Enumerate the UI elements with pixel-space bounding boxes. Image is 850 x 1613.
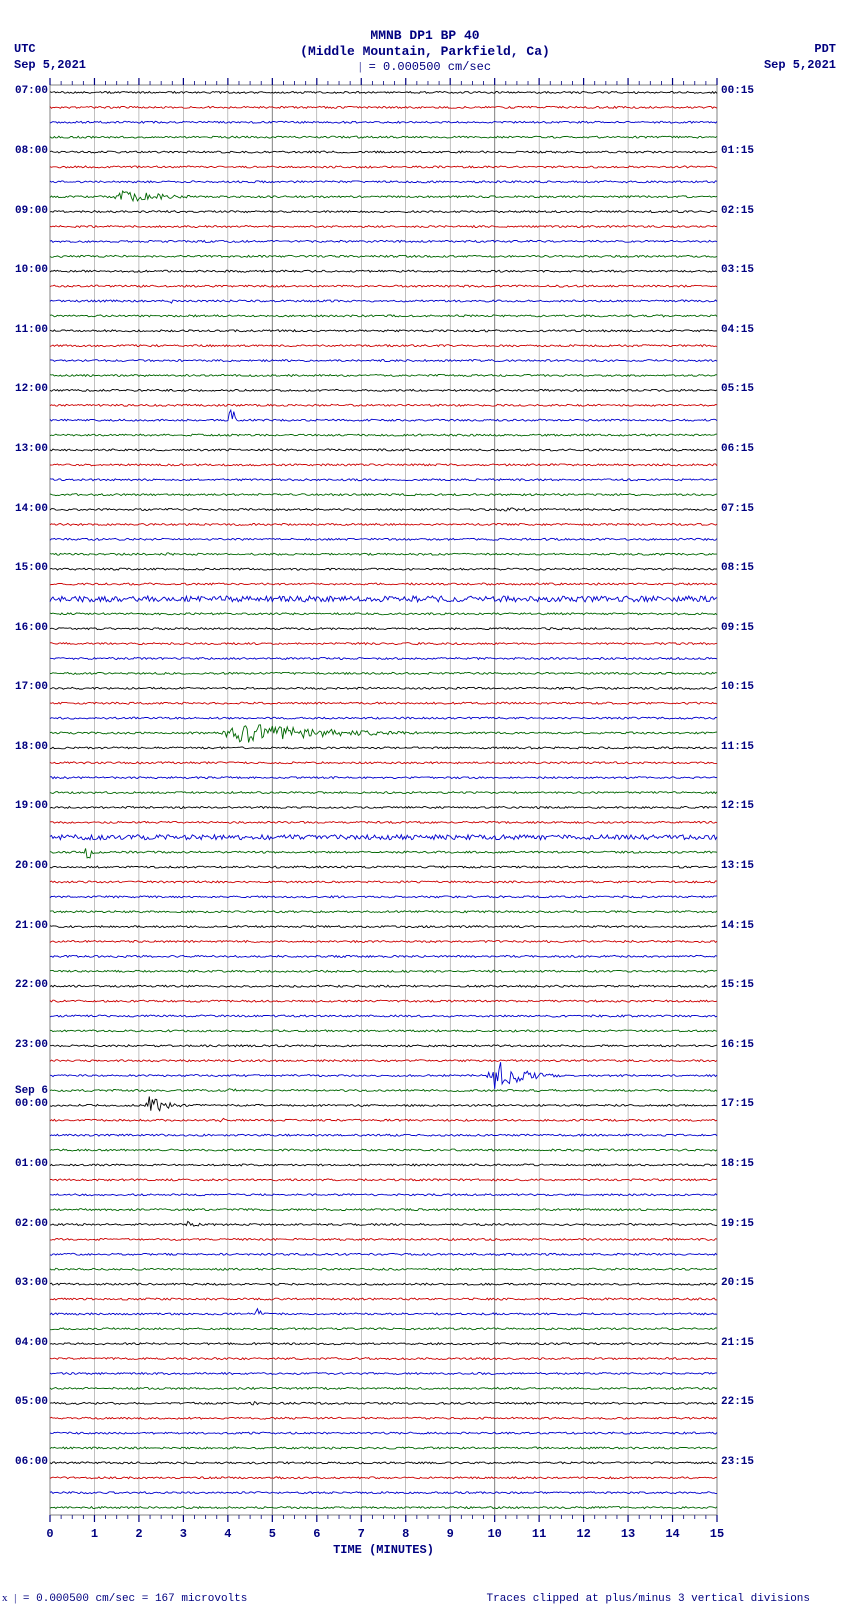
y-right-label: 22:15 (721, 1396, 754, 1408)
svg-text:12: 12 (576, 1527, 590, 1541)
svg-text:10: 10 (487, 1527, 501, 1541)
y-left-label: 09:00 (15, 205, 48, 217)
svg-text:TIME (MINUTES): TIME (MINUTES) (333, 1543, 434, 1557)
y-right-label: 16:15 (721, 1039, 754, 1051)
y-left-label: 16:00 (15, 622, 48, 634)
svg-text:1: 1 (91, 1527, 98, 1541)
y-left-label: 10:00 (15, 264, 48, 276)
y-left-label: 05:00 (15, 1396, 48, 1408)
y-right-label: 01:15 (721, 145, 754, 157)
y-right-label: 15:15 (721, 979, 754, 991)
y-right-label: 00:15 (721, 85, 754, 97)
y-right-label: 12:15 (721, 800, 754, 812)
y-left-label: 01:00 (15, 1158, 48, 1170)
y-left-label: 14:00 (15, 503, 48, 515)
y-right-label: 04:15 (721, 324, 754, 336)
y-left-label: 22:00 (15, 979, 48, 991)
y-left-label: 17:00 (15, 681, 48, 693)
svg-text:3: 3 (180, 1527, 187, 1541)
y-left-label: 12:00 (15, 383, 48, 395)
y-right-label: 05:15 (721, 383, 754, 395)
y-right-label: 08:15 (721, 562, 754, 574)
y-right-label: 11:15 (721, 741, 754, 753)
y-right-label: 23:15 (721, 1456, 754, 1468)
y-left-label: 20:00 (15, 860, 48, 872)
svg-text:2: 2 (135, 1527, 142, 1541)
svg-text:11: 11 (532, 1527, 546, 1541)
y-left-label: 02:00 (15, 1218, 48, 1230)
svg-text:14: 14 (665, 1527, 679, 1541)
svg-text:0: 0 (46, 1527, 53, 1541)
y-left-label: 19:00 (15, 800, 48, 812)
svg-text:4: 4 (224, 1527, 231, 1541)
y-right-label: 21:15 (721, 1337, 754, 1349)
svg-text:15: 15 (710, 1527, 724, 1541)
y-right-label: 07:15 (721, 503, 754, 515)
svg-text:8: 8 (402, 1527, 409, 1541)
mid-day-label: Sep 6 (15, 1085, 48, 1097)
svg-text:7: 7 (358, 1527, 365, 1541)
y-left-label: 00:00 (15, 1098, 48, 1110)
y-left-label: 13:00 (15, 443, 48, 455)
y-right-label: 17:15 (721, 1098, 754, 1110)
y-left-label: 18:00 (15, 741, 48, 753)
y-left-label: 11:00 (15, 324, 48, 336)
y-left-label: 03:00 (15, 1277, 48, 1289)
svg-text:13: 13 (621, 1527, 635, 1541)
y-right-label: 06:15 (721, 443, 754, 455)
y-right-label: 10:15 (721, 681, 754, 693)
y-left-label: 06:00 (15, 1456, 48, 1468)
footer-right: Traces clipped at plus/minus 3 vertical … (487, 1593, 810, 1605)
svg-text:6: 6 (313, 1527, 320, 1541)
y-right-label: 09:15 (721, 622, 754, 634)
y-right-label: 19:15 (721, 1218, 754, 1230)
y-right-label: 03:15 (721, 264, 754, 276)
y-left-label: 07:00 (15, 85, 48, 97)
y-right-label: 20:15 (721, 1277, 754, 1289)
y-right-label: 18:15 (721, 1158, 754, 1170)
helicorder-chart: MMNB DP1 BP 40 (Middle Mountain, Parkfie… (0, 0, 850, 1613)
footer-left: x | = 0.000500 cm/sec = 167 microvolts (2, 1592, 247, 1605)
svg-text:9: 9 (447, 1527, 454, 1541)
y-right-label: 14:15 (721, 920, 754, 932)
y-left-label: 23:00 (15, 1039, 48, 1051)
svg-text:5: 5 (269, 1527, 276, 1541)
y-left-label: 15:00 (15, 562, 48, 574)
y-right-label: 13:15 (721, 860, 754, 872)
y-left-label: 08:00 (15, 145, 48, 157)
y-left-label: 21:00 (15, 920, 48, 932)
y-right-label: 02:15 (721, 205, 754, 217)
y-left-label: 04:00 (15, 1337, 48, 1349)
